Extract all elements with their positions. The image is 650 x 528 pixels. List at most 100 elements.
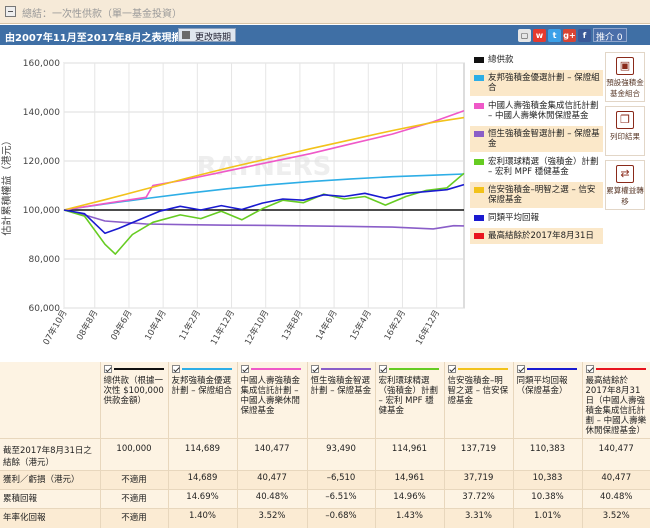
portfolio-icon: ▣ (616, 57, 634, 75)
legend-swatch (474, 187, 484, 193)
series-checkbox[interactable] (171, 364, 180, 373)
legend-swatch (474, 233, 484, 239)
table-cell: 14,689 (167, 470, 237, 490)
table-cell: 40.48% (581, 489, 650, 509)
results-table: 總供款（根據一次性 $100,000 供款金額） 友邦強積金優選計劃 – 保證組合… (0, 362, 650, 528)
table-cell: –6.51% (306, 489, 375, 509)
x-tick-label: 14年6月 (314, 308, 340, 342)
googleplus-icon[interactable]: g+ (563, 29, 576, 42)
facebook-icon[interactable]: f (578, 29, 591, 42)
tool-label: 預設強積金基金組合 (606, 78, 644, 98)
table-row: 累積回報 不適用 14.69% 40.48% –6.51% 14.96% 37.72% 10.… (0, 489, 650, 509)
row-label: 獲利／虧損（港元） (3, 475, 80, 485)
table-cell: –0.68% (306, 508, 375, 528)
table-cell: –6,510 (306, 470, 375, 490)
legend-item[interactable]: 同類平均回報 (470, 210, 603, 226)
table-cell: 140,477 (581, 438, 650, 471)
column-header: 信安強積金–明智之選 – 信安保證基金 (443, 362, 513, 439)
series-color-line (457, 367, 508, 370)
table-cell: 1.43% (374, 508, 444, 528)
series-checkbox[interactable] (240, 364, 249, 373)
y-tick-label: 120,000 (23, 157, 60, 167)
x-tick-label: 11年12月 (208, 308, 237, 347)
default-portfolio-button[interactable]: ▣ 預設強積金基金組合 (605, 52, 645, 102)
social-share-group: ▢ w t g+ f (518, 29, 593, 42)
x-tick-label: 16年2月 (382, 308, 408, 342)
x-tick-label: 12年10月 (242, 308, 271, 347)
series-line-2 (63, 110, 465, 211)
series-checkbox[interactable] (585, 364, 594, 373)
table-cell: 3.52% (236, 508, 307, 528)
column-header-label: 信安強積金–明智之選 – 信安保證基金 (447, 376, 509, 406)
series-checkbox[interactable] (103, 364, 112, 373)
series-line-3 (63, 209, 465, 230)
like-button[interactable]: 推介 0 (593, 28, 627, 43)
tool-label: 累算權益轉移 (606, 186, 644, 206)
y-tick-label: 100,000 (23, 206, 60, 216)
twitter-icon[interactable]: t (548, 29, 561, 42)
table-cell: 10,383 (512, 470, 582, 490)
legend-swatch (474, 75, 484, 81)
performance-chart: RAYNERS 60,000 80,000 100,000 120,000 140,000… (0, 48, 470, 358)
table-cell: 137,719 (443, 438, 513, 471)
table-cell: 114,689 (167, 438, 237, 471)
series-checkbox[interactable] (447, 364, 456, 373)
legend-label: 恒生強積金智選計劃 – 保證基金 (488, 129, 600, 149)
column-header-label: 同類平均回報（保證基金） (516, 376, 568, 396)
x-tick-label: 16年12月 (413, 308, 442, 347)
table-cell: 1.40% (167, 508, 237, 528)
weibo-icon[interactable]: w (533, 29, 546, 42)
column-header-label: 中國人壽強積金集成信託計劃 – 中國人壽樂休閒保證基金 (240, 376, 301, 416)
series-line-5 (63, 116, 465, 211)
print-icon: ❐ (616, 111, 634, 129)
period-summary: 由2007年11月至2017年8月之表現摘要 (5, 33, 192, 44)
legend-item[interactable]: 友邦強積金優選計劃 – 保證組合 (470, 70, 603, 96)
table-cell: 3.31% (443, 508, 513, 528)
results-table-container: 總供款（根據一次性 $100,000 供款金額） 友邦強積金優選計劃 – 保證組合… (0, 362, 650, 528)
tool-label: 列印結果 (610, 132, 640, 141)
column-header-label: 宏利環球精選（強積金）計劃 – 宏利 MPF 穩健基金 (378, 376, 439, 416)
legend-item[interactable]: 恒生強積金智選計劃 – 保證基金 (470, 126, 603, 152)
row-label: 累積回報 (3, 494, 38, 504)
y-axis-label: 估計累積權益（港元） (0, 136, 13, 236)
series-color-line (526, 367, 577, 370)
line-chart-svg: RAYNERS 60,000 80,000 100,000 120,000 140,000… (0, 59, 465, 347)
watermark-logo: RAYNERS (197, 152, 332, 182)
y-tick-label: 80,000 (29, 255, 61, 265)
change-period-button[interactable]: 更改時期 (178, 28, 237, 43)
series-checkbox[interactable] (516, 364, 525, 373)
column-header: 總供款（根據一次性 $100,000 供款金額） (99, 362, 168, 439)
table-cell: 40.48% (236, 489, 307, 509)
x-tick-label: 10年4月 (143, 308, 169, 342)
collapse-icon[interactable] (5, 6, 16, 17)
series-color-line (595, 367, 646, 370)
y-tick-label: 160,000 (23, 59, 60, 69)
transfer-benefits-button[interactable]: ⇄ 累算權益轉移 (605, 160, 645, 210)
legend-label: 總供款 (488, 55, 514, 65)
tool-panel: ▣ 預設強積金基金組合 ❐ 列印結果 ⇄ 累算權益轉移 (603, 52, 648, 214)
x-tick-label: 08年8月 (74, 308, 100, 342)
summary-bar: 由2007年11月至2017年8月之表現摘要 更改時期 ▢ w t g+ f 推介 0 (0, 25, 650, 45)
share-icon[interactable]: ▢ (518, 29, 531, 42)
legend-item[interactable]: 中國人壽強積金集成信託計劃 – 中國人壽樂休閒保證基金 (470, 98, 603, 124)
legend-item[interactable]: 信安強積金–明智之選 – 信安保證基金 (470, 182, 603, 208)
series-checkbox[interactable] (310, 364, 319, 373)
legend-swatch (474, 159, 484, 165)
column-header: 恒生強積金智選計劃 – 保證基金 (306, 362, 375, 439)
legend-swatch (474, 215, 484, 221)
legend-item[interactable]: 宏利環球精選（強積金）計劃 – 宏利 MPF 穩健基金 (470, 154, 603, 180)
legend-label: 友邦強積金優選計劃 – 保證組合 (488, 73, 600, 93)
series-checkbox[interactable] (378, 364, 387, 373)
table-cell: 100,000 (99, 438, 168, 471)
table-cell: 不適用 (99, 489, 168, 509)
page-header: 總結：一次性供款（單一基金投資） (0, 0, 650, 24)
table-row: 截至2017年8月31日之結餘（港元） 100,000 114,689 140,477… (0, 438, 650, 471)
column-header-label: 友邦強積金優選計劃 – 保證組合 (171, 376, 233, 396)
legend-item[interactable]: 總供款 (470, 52, 603, 68)
legend-item[interactable]: 最高結餘於2017年8月31日 (470, 228, 603, 244)
table-cell: 10.38% (512, 489, 582, 509)
column-header: 宏利環球精選（強積金）計劃 – 宏利 MPF 穩健基金 (374, 362, 444, 439)
print-results-button[interactable]: ❐ 列印結果 (605, 106, 645, 156)
legend-swatch (474, 131, 484, 137)
table-cell: 37,719 (443, 470, 513, 490)
